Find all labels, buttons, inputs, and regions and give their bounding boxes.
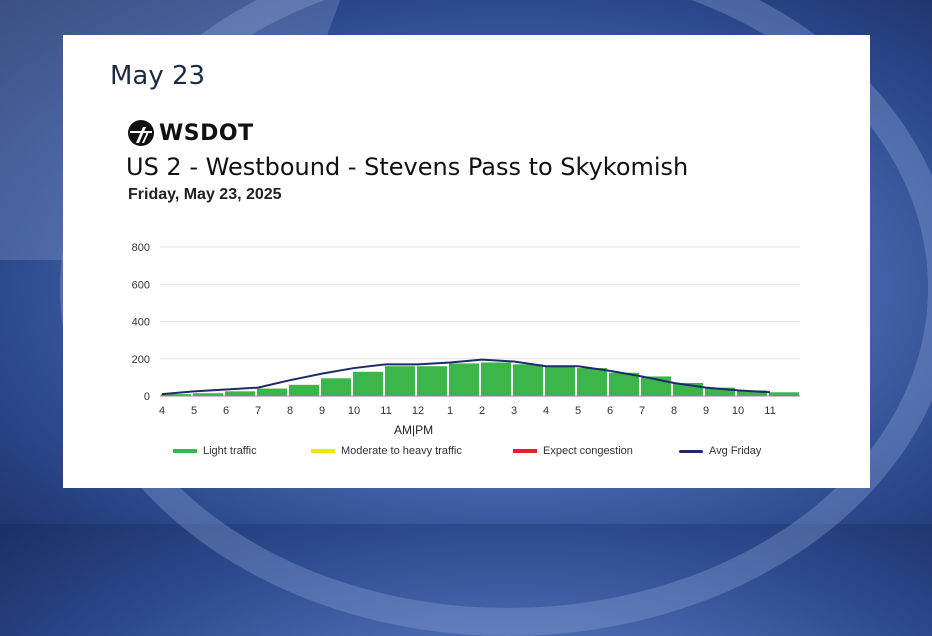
legend-swatch <box>513 449 537 453</box>
x-tick-label: 8 <box>671 405 677 417</box>
bar <box>417 366 447 396</box>
bar <box>609 372 639 396</box>
x-tick-label: 5 <box>191 405 197 417</box>
x-tick-label: 10 <box>732 405 744 417</box>
x-tick-label: 7 <box>255 405 261 417</box>
legend-item: Moderate to heavy traffic <box>311 445 462 457</box>
route-title: US 2 - Westbound - Stevens Pass to Skyko… <box>126 153 689 181</box>
x-tick-label: 1 <box>447 405 453 417</box>
x-tick-label: 5 <box>575 405 581 417</box>
bar <box>769 392 799 396</box>
x-tick-label: 3 <box>511 405 517 417</box>
bar <box>289 384 319 396</box>
bar <box>705 387 735 396</box>
bar <box>545 366 575 396</box>
legend-label: Light traffic <box>203 445 257 457</box>
bar <box>513 364 543 396</box>
x-tick-label: 11 <box>380 405 391 417</box>
bar <box>225 391 255 396</box>
bar <box>385 366 415 396</box>
logo-text: WSDOT <box>159 120 254 146</box>
x-tick-label: 7 <box>639 405 645 417</box>
wsdot-logo-icon <box>128 120 154 146</box>
bar <box>161 394 191 396</box>
legend-item: Expect congestion <box>513 445 633 457</box>
y-tick-label: 600 <box>132 279 150 291</box>
y-tick-label: 200 <box>132 354 150 366</box>
x-tick-label: 6 <box>607 405 613 417</box>
x-tick-label: 12 <box>412 405 424 417</box>
legend-label: Expect congestion <box>543 445 633 457</box>
y-tick-label: 800 <box>132 242 150 254</box>
legend-swatch <box>679 449 703 453</box>
x-tick-label: 9 <box>703 405 709 417</box>
legend-swatch <box>173 449 197 453</box>
legend-item: Light traffic <box>173 445 257 457</box>
chart-date: Friday, May 23, 2025 <box>128 186 282 203</box>
x-tick-label: 4 <box>159 405 165 417</box>
legend-label: Avg Friday <box>709 445 762 457</box>
legend-label: Moderate to heavy traffic <box>341 445 462 457</box>
bar <box>321 378 351 396</box>
x-tick-label: 4 <box>543 405 549 417</box>
chart-legend: Light traffic Moderate to heavy traffic Ex… <box>63 445 870 459</box>
bar <box>577 368 607 396</box>
chart-card: May 23 WSDOT US 2 - Westbound - Stevens … <box>63 35 870 488</box>
bar <box>481 362 511 396</box>
legend-item: Avg Friday <box>679 445 761 457</box>
bar <box>449 363 479 396</box>
x-tick-label: 6 <box>223 405 229 417</box>
avg-friday-line <box>161 358 771 396</box>
bar <box>353 371 383 396</box>
bar <box>737 390 767 396</box>
x-tick-label: 9 <box>319 405 325 417</box>
am-pm-label: AM|PM <box>394 423 434 437</box>
x-tick-label: 2 <box>479 405 485 417</box>
y-tick-label: 0 <box>144 391 150 403</box>
y-tick-label: 400 <box>132 317 150 329</box>
bar <box>193 393 223 396</box>
date-heading: May 23 <box>110 61 206 91</box>
bar <box>257 388 287 396</box>
x-tick-label: 8 <box>287 405 293 417</box>
x-tick-label: 10 <box>348 405 360 417</box>
x-tick-label: 11 <box>764 405 775 417</box>
legend-swatch <box>311 449 335 453</box>
wsdot-logo: WSDOT <box>127 119 254 147</box>
